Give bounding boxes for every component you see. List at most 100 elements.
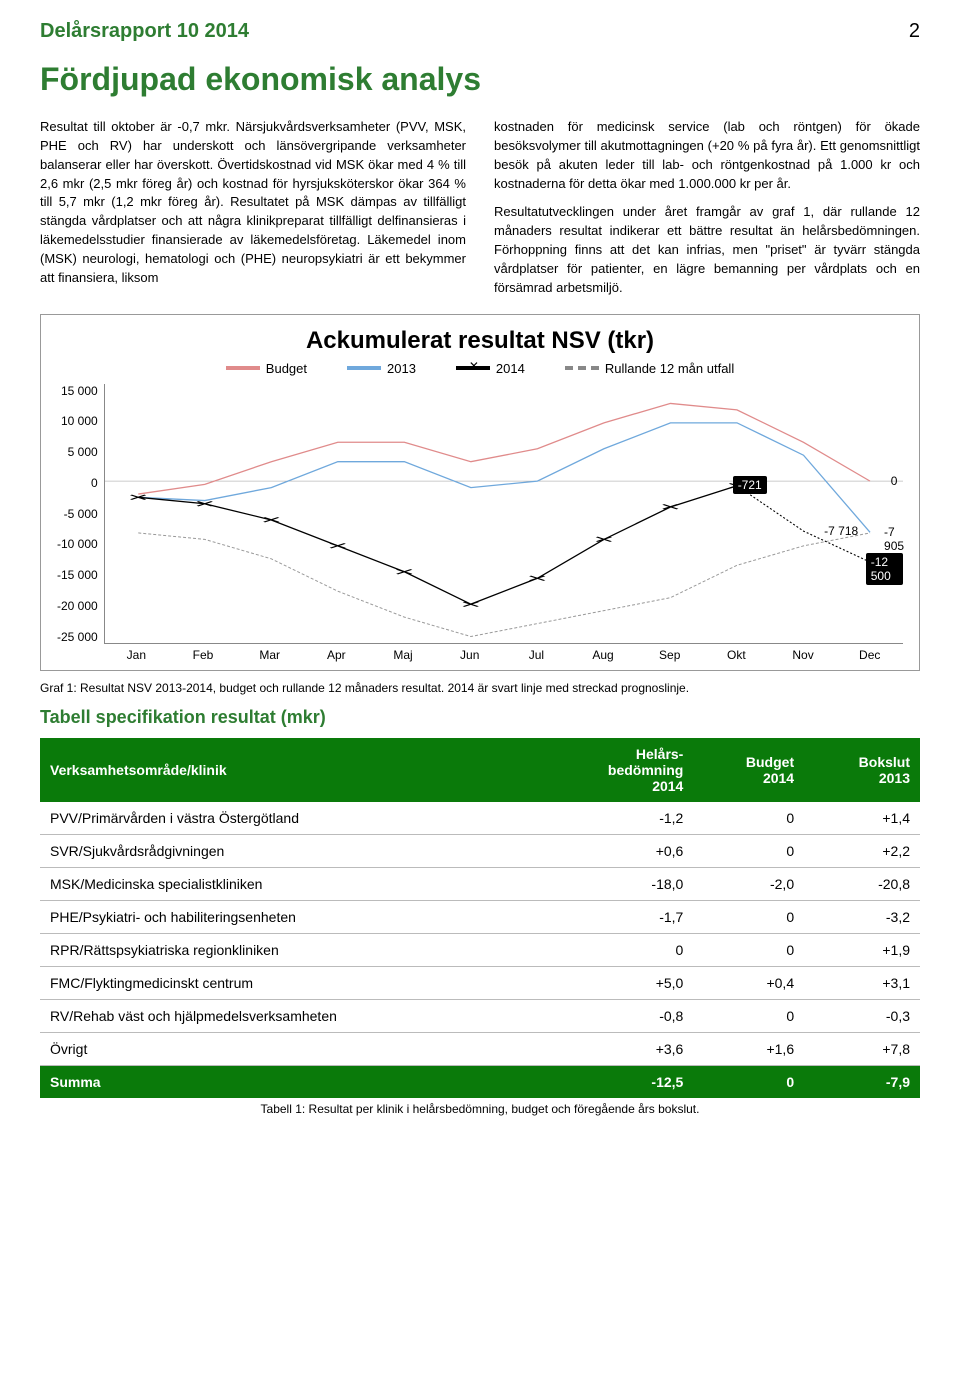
table-cell: -0,3 [804, 999, 920, 1032]
table-row: PHE/Psykiatri- och habiliteringsenheten-… [40, 900, 920, 933]
x-tick: Jul [503, 648, 570, 662]
table-cell: +3,1 [804, 966, 920, 999]
table-cell: +0,6 [538, 834, 693, 867]
table-cell: -0,8 [538, 999, 693, 1032]
table-cell: -1,7 [538, 900, 693, 933]
doc-title: Delårsrapport 10 2014 [40, 20, 249, 43]
y-tick: -5 000 [57, 507, 98, 521]
table-cell: RV/Rehab väst och hjälpmedelsverksamhete… [40, 999, 538, 1032]
table-row: SVR/Sjukvårdsrådgivningen+0,60+2,2 [40, 834, 920, 867]
table-cell: -20,8 [804, 867, 920, 900]
x-tick: Maj [370, 648, 437, 662]
svg-text:✕: ✕ [592, 534, 615, 544]
x-tick: Aug [570, 648, 637, 662]
x-tick: Mar [236, 648, 303, 662]
table-sum-cell: -12,5 [538, 1065, 693, 1098]
table-cell: 0 [538, 933, 693, 966]
y-tick: 10 000 [57, 414, 98, 428]
x-tick: Apr [303, 648, 370, 662]
chart-plot: ✕✕✕✕✕✕✕✕✕✕-721-7 7180-7 905-12 500 [104, 384, 903, 644]
table-cell: 0 [693, 802, 804, 835]
table-cell: PHE/Psykiatri- och habiliteringsenheten [40, 900, 538, 933]
table-cell: Övrigt [40, 1032, 538, 1065]
body-columns: Resultat till oktober är -0,7 mkr. Närsj… [40, 118, 920, 298]
legend-item: Rullande 12 mån utfall [565, 361, 734, 376]
table-cell: +0,4 [693, 966, 804, 999]
table-row: RPR/Rättspsykiatriska regionkliniken00+1… [40, 933, 920, 966]
table-col-header: Helårs-bedömning2014 [538, 738, 693, 802]
svg-text:✕: ✕ [658, 502, 681, 512]
svg-text:✕: ✕ [459, 599, 482, 609]
table-cell: +2,2 [804, 834, 920, 867]
table-cell: +1,9 [804, 933, 920, 966]
y-axis: 15 000 10 000 5 000 0 -5 000 -10 000 -15 000 -2… [57, 384, 104, 644]
table-row: FMC/Flyktingmedicinskt centrum+5,0+0,4+3… [40, 966, 920, 999]
legend-item: 2014 [456, 361, 525, 376]
chart-caption: Graf 1: Resultat NSV 2013-2014, budget o… [40, 681, 920, 695]
svg-text:✕: ✕ [525, 573, 548, 583]
svg-text:✕: ✕ [126, 492, 149, 502]
chart-body: 15 000 10 000 5 000 0 -5 000 -10 000 -15 000 -2… [57, 384, 903, 644]
table-caption: Tabell 1: Resultat per klinik i helårsbe… [40, 1102, 920, 1116]
chart-annotation: 0 [886, 472, 903, 490]
table-cell: +1,6 [693, 1032, 804, 1065]
table-row: RV/Rehab väst och hjälpmedelsverksamhete… [40, 999, 920, 1032]
chart-annotation: -7 905 [879, 523, 909, 555]
y-tick: 0 [57, 476, 98, 490]
chart-annotation: -721 [733, 476, 767, 494]
x-axis: JanFebMarAprMajJunJulAugSepOktNovDec [103, 648, 903, 662]
table-row: MSK/Medicinska specialistkliniken-18,0-2… [40, 867, 920, 900]
chart-legend: Budget 2013 2014 Rullande 12 mån utfall [57, 361, 903, 376]
chart-annotation: -12 500 [866, 553, 903, 585]
chart-container: Ackumulerat resultat NSV (tkr) Budget 201… [40, 314, 920, 671]
table-row: Övrigt+3,6+1,6+7,8 [40, 1032, 920, 1065]
chart-title: Ackumulerat resultat NSV (tkr) [57, 327, 903, 355]
x-tick: Dec [836, 648, 903, 662]
body-right: kostnaden för medicinsk service (lab och… [494, 118, 920, 298]
legend-item: Budget [226, 361, 307, 376]
x-tick: Sep [636, 648, 703, 662]
result-table: Verksamhetsområde/klinikHelårs-bedömning… [40, 738, 920, 1098]
svg-text:✕: ✕ [392, 567, 415, 577]
svg-text:✕: ✕ [326, 541, 349, 551]
table-cell: -3,2 [804, 900, 920, 933]
section-title: Fördjupad ekonomisk analys [40, 61, 920, 98]
table-cell: 0 [693, 933, 804, 966]
table-col-header: Verksamhetsområde/klinik [40, 738, 538, 802]
table-header-row: Verksamhetsområde/klinikHelårs-bedömning… [40, 738, 920, 802]
table-cell: +1,4 [804, 802, 920, 835]
chart-annotation: -7 718 [819, 522, 863, 540]
svg-text:✕: ✕ [259, 515, 282, 525]
body-left: Resultat till oktober är -0,7 mkr. Närsj… [40, 118, 466, 298]
y-tick: 15 000 [57, 384, 98, 398]
header: Delårsrapport 10 2014 2 [40, 20, 920, 43]
page-number: 2 [909, 20, 920, 43]
table-sum-cell: 0 [693, 1065, 804, 1098]
table-cell: 0 [693, 834, 804, 867]
y-tick: -10 000 [57, 537, 98, 551]
table-row: PVV/Primärvården i västra Östergötland-1… [40, 802, 920, 835]
table-col-header: Bokslut2013 [804, 738, 920, 802]
table-sum-cell: Summa [40, 1065, 538, 1098]
svg-text:✕: ✕ [193, 499, 216, 509]
x-tick: Jan [103, 648, 170, 662]
table-cell: RPR/Rättspsykiatriska regionkliniken [40, 933, 538, 966]
y-tick: -25 000 [57, 630, 98, 644]
x-tick: Okt [703, 648, 770, 662]
table-cell: +3,6 [538, 1032, 693, 1065]
table-heading: Tabell specifikation resultat (mkr) [40, 707, 920, 728]
y-tick: -15 000 [57, 568, 98, 582]
x-tick: Jun [436, 648, 503, 662]
table-cell: -1,2 [538, 802, 693, 835]
table-cell: -2,0 [693, 867, 804, 900]
table-cell: FMC/Flyktingmedicinskt centrum [40, 966, 538, 999]
x-tick: Feb [170, 648, 237, 662]
table-body: PVV/Primärvården i västra Östergötland-1… [40, 802, 920, 1098]
table-sum-row: Summa-12,50-7,9 [40, 1065, 920, 1098]
table-cell: 0 [693, 999, 804, 1032]
table-cell: -18,0 [538, 867, 693, 900]
y-tick: -20 000 [57, 599, 98, 613]
table-cell: SVR/Sjukvårdsrådgivningen [40, 834, 538, 867]
y-tick: 5 000 [57, 445, 98, 459]
legend-item: 2013 [347, 361, 416, 376]
